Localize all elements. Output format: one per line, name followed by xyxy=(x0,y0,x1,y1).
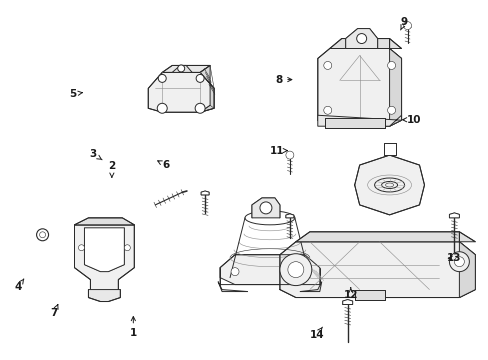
Circle shape xyxy=(230,268,239,276)
Circle shape xyxy=(177,65,184,72)
Polygon shape xyxy=(220,255,319,285)
Polygon shape xyxy=(448,213,458,218)
Circle shape xyxy=(287,262,303,278)
Circle shape xyxy=(279,254,311,285)
Circle shape xyxy=(196,75,203,82)
Circle shape xyxy=(453,257,464,267)
Text: 4: 4 xyxy=(15,279,24,292)
Polygon shape xyxy=(329,39,401,49)
Circle shape xyxy=(158,75,166,82)
Circle shape xyxy=(387,106,395,114)
Polygon shape xyxy=(148,72,214,112)
Polygon shape xyxy=(317,49,401,126)
Circle shape xyxy=(37,229,48,241)
Circle shape xyxy=(124,245,130,251)
Polygon shape xyxy=(285,214,293,218)
Text: 11: 11 xyxy=(269,145,287,156)
Polygon shape xyxy=(383,143,395,155)
Circle shape xyxy=(323,106,331,114)
Polygon shape xyxy=(74,218,134,225)
Text: 9: 9 xyxy=(400,17,407,30)
Polygon shape xyxy=(354,289,384,300)
Circle shape xyxy=(40,232,45,238)
Polygon shape xyxy=(354,155,424,215)
Text: 1: 1 xyxy=(129,316,137,338)
Polygon shape xyxy=(88,289,120,302)
Text: 14: 14 xyxy=(309,327,324,340)
Text: 7: 7 xyxy=(51,305,58,318)
Circle shape xyxy=(356,33,366,44)
Circle shape xyxy=(285,151,293,159)
Circle shape xyxy=(195,103,204,113)
Polygon shape xyxy=(342,300,352,305)
Polygon shape xyxy=(84,228,124,272)
Circle shape xyxy=(157,103,167,113)
Polygon shape xyxy=(345,28,377,49)
Polygon shape xyxy=(389,39,401,126)
Polygon shape xyxy=(279,242,474,298)
Text: 2: 2 xyxy=(108,161,115,177)
Polygon shape xyxy=(299,282,321,292)
Circle shape xyxy=(323,62,331,69)
Polygon shape xyxy=(251,198,279,218)
Text: 13: 13 xyxy=(446,253,461,263)
Text: 3: 3 xyxy=(89,149,102,160)
Polygon shape xyxy=(295,232,474,242)
Text: 12: 12 xyxy=(343,288,357,301)
Text: 6: 6 xyxy=(157,160,169,170)
Polygon shape xyxy=(458,232,474,298)
Polygon shape xyxy=(200,66,214,112)
Polygon shape xyxy=(324,118,384,128)
Text: 5: 5 xyxy=(69,89,82,99)
Circle shape xyxy=(448,252,468,272)
Circle shape xyxy=(78,245,84,251)
Polygon shape xyxy=(172,66,192,72)
Text: 10: 10 xyxy=(402,115,421,125)
Polygon shape xyxy=(162,66,210,72)
Circle shape xyxy=(387,62,395,69)
Polygon shape xyxy=(317,115,401,126)
Circle shape xyxy=(403,22,411,30)
Polygon shape xyxy=(218,282,247,292)
Polygon shape xyxy=(74,225,134,292)
Text: 8: 8 xyxy=(274,75,291,85)
Circle shape xyxy=(300,268,308,276)
Polygon shape xyxy=(201,191,209,195)
Circle shape xyxy=(260,202,271,214)
